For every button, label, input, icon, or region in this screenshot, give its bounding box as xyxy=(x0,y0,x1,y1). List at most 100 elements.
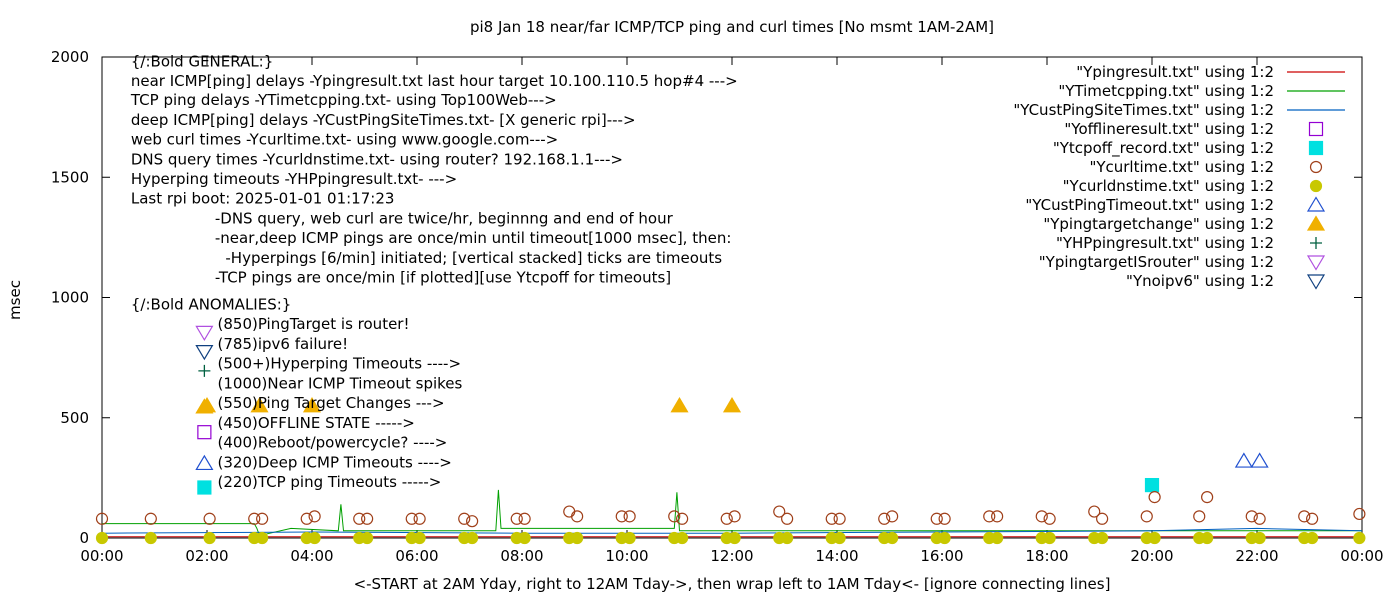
legend-label: "Ypingtargetchange" using 1:2 xyxy=(1043,215,1274,233)
data-point xyxy=(144,512,157,525)
legend-marker xyxy=(1308,121,1324,137)
data-point xyxy=(773,505,786,518)
data-point xyxy=(353,512,366,525)
annotation-text: -Hyperpings [6/min] initiated; [vertical… xyxy=(225,249,722,267)
data-point xyxy=(203,531,216,545)
data-point xyxy=(563,505,576,518)
data-point xyxy=(95,531,109,545)
data-point xyxy=(623,531,636,545)
y-tick-label: 1000 xyxy=(51,289,89,307)
legend-label: "YCustPingTimeout.txt" using 1:2 xyxy=(1025,196,1274,214)
y-tick-label: 0 xyxy=(79,529,89,547)
data-point xyxy=(203,512,216,525)
data-point xyxy=(1043,512,1056,525)
annotation-text: {/:Bold GENERAL:} xyxy=(131,53,273,71)
legend-label: "YCustPingSiteTimes.txt" using 1:2 xyxy=(1013,101,1274,119)
x-tick-label: 00:00 xyxy=(80,547,123,565)
annotation-text: (850)PingTarget is router! xyxy=(218,315,410,333)
data-point xyxy=(1253,531,1266,545)
x-tick-label: 06:00 xyxy=(395,547,438,565)
annotation-text: {/:Bold ANOMALIES:} xyxy=(131,296,291,314)
data-point xyxy=(361,531,374,545)
data-point xyxy=(95,512,109,525)
annotation-text: (320)Deep ICMP Timeouts ----> xyxy=(218,453,452,471)
data-point xyxy=(1148,531,1161,545)
data-point xyxy=(938,512,951,525)
data-point xyxy=(670,397,689,413)
annotation-text: DNS query times -Ycurldnstime.txt- using… xyxy=(131,150,623,168)
annotation-text: (220)TCP ping Timeouts -----> xyxy=(218,473,442,491)
x-tick-label: 08:00 xyxy=(500,547,543,565)
data-point xyxy=(248,512,261,525)
x-tick-label: 10:00 xyxy=(605,547,648,565)
legend-marker xyxy=(1306,255,1326,271)
x-tick-label: 14:00 xyxy=(815,547,858,565)
annotation-marker xyxy=(197,425,212,440)
data-point xyxy=(413,531,426,545)
data-point xyxy=(1140,510,1153,523)
x-tick-label: 22:00 xyxy=(1235,547,1278,565)
annotation-text: web curl times -Ycurltime.txt- using www… xyxy=(131,131,558,149)
legend-marker xyxy=(1306,274,1326,290)
legend-label: "Ytcpoff_record.txt" using 1:2 xyxy=(1053,139,1274,158)
y-axis-label: msec xyxy=(6,280,24,320)
data-point xyxy=(991,531,1004,545)
data-point xyxy=(518,512,531,525)
data-point xyxy=(781,512,794,525)
y-tick-label: 1500 xyxy=(51,168,89,186)
data-point xyxy=(302,397,322,413)
data-point xyxy=(728,510,741,523)
data-point xyxy=(518,531,531,545)
data-point xyxy=(1250,452,1269,468)
legend-marker xyxy=(1306,196,1326,212)
annotation-text: (400)Reboot/powercycle? ----> xyxy=(218,434,448,452)
data-point xyxy=(886,510,899,523)
series-line xyxy=(102,489,1362,537)
x-axis-label: <-START at 2AM Yday, right to 12AM Tday-… xyxy=(354,575,1111,593)
annotation-marker xyxy=(195,398,214,414)
data-point xyxy=(1234,452,1253,468)
annotation-marker xyxy=(195,345,214,361)
data-point xyxy=(458,512,471,525)
data-point xyxy=(361,512,374,525)
data-point xyxy=(878,512,891,525)
data-point xyxy=(256,512,269,525)
annotation-text: (785)ipv6 failure! xyxy=(218,335,349,353)
data-point xyxy=(466,531,479,545)
data-point xyxy=(983,510,996,523)
data-point xyxy=(1353,507,1366,521)
legend-label: "Ypingresult.txt" using 1:2 xyxy=(1076,63,1274,81)
data-point xyxy=(250,397,269,413)
data-point xyxy=(1193,510,1206,523)
data-point xyxy=(413,512,426,525)
data-point xyxy=(833,512,846,525)
legend-label: "YHPpingresult.txt" using 1:2 xyxy=(1056,234,1274,252)
legend-label: "YTimetcpping.txt" using 1:2 xyxy=(1058,82,1274,100)
annotation-text: (500+)Hyperping Timeouts ----> xyxy=(218,355,462,373)
data-point xyxy=(466,515,479,528)
annotation-marker xyxy=(197,480,212,495)
legend-label: "Ycurltime.txt" using 1:2 xyxy=(1089,158,1274,176)
data-point xyxy=(722,397,742,413)
x-tick-label: 12:00 xyxy=(710,547,753,565)
data-point xyxy=(833,531,846,545)
annotation-marker xyxy=(198,364,211,377)
data-point xyxy=(930,512,943,525)
y-tick-label: 2000 xyxy=(51,48,89,66)
x-tick-label: 02:00 xyxy=(185,547,228,565)
data-point xyxy=(1245,510,1258,523)
data-point xyxy=(1096,531,1109,545)
annotation-text: -near,deep ICMP pings are once/min until… xyxy=(215,229,732,247)
data-point xyxy=(1043,531,1056,545)
data-point xyxy=(1088,505,1101,518)
data-point xyxy=(308,531,321,545)
legend-label: "Yofflineresult.txt" using 1:2 xyxy=(1064,120,1274,138)
data-point xyxy=(1148,491,1161,504)
data-point xyxy=(623,510,636,523)
data-point xyxy=(256,531,269,545)
data-point xyxy=(781,531,794,545)
annotation-marker xyxy=(195,454,214,471)
legend-label: "YpingtargetISrouter" using 1:2 xyxy=(1039,253,1274,271)
x-tick-label: 16:00 xyxy=(920,547,963,565)
